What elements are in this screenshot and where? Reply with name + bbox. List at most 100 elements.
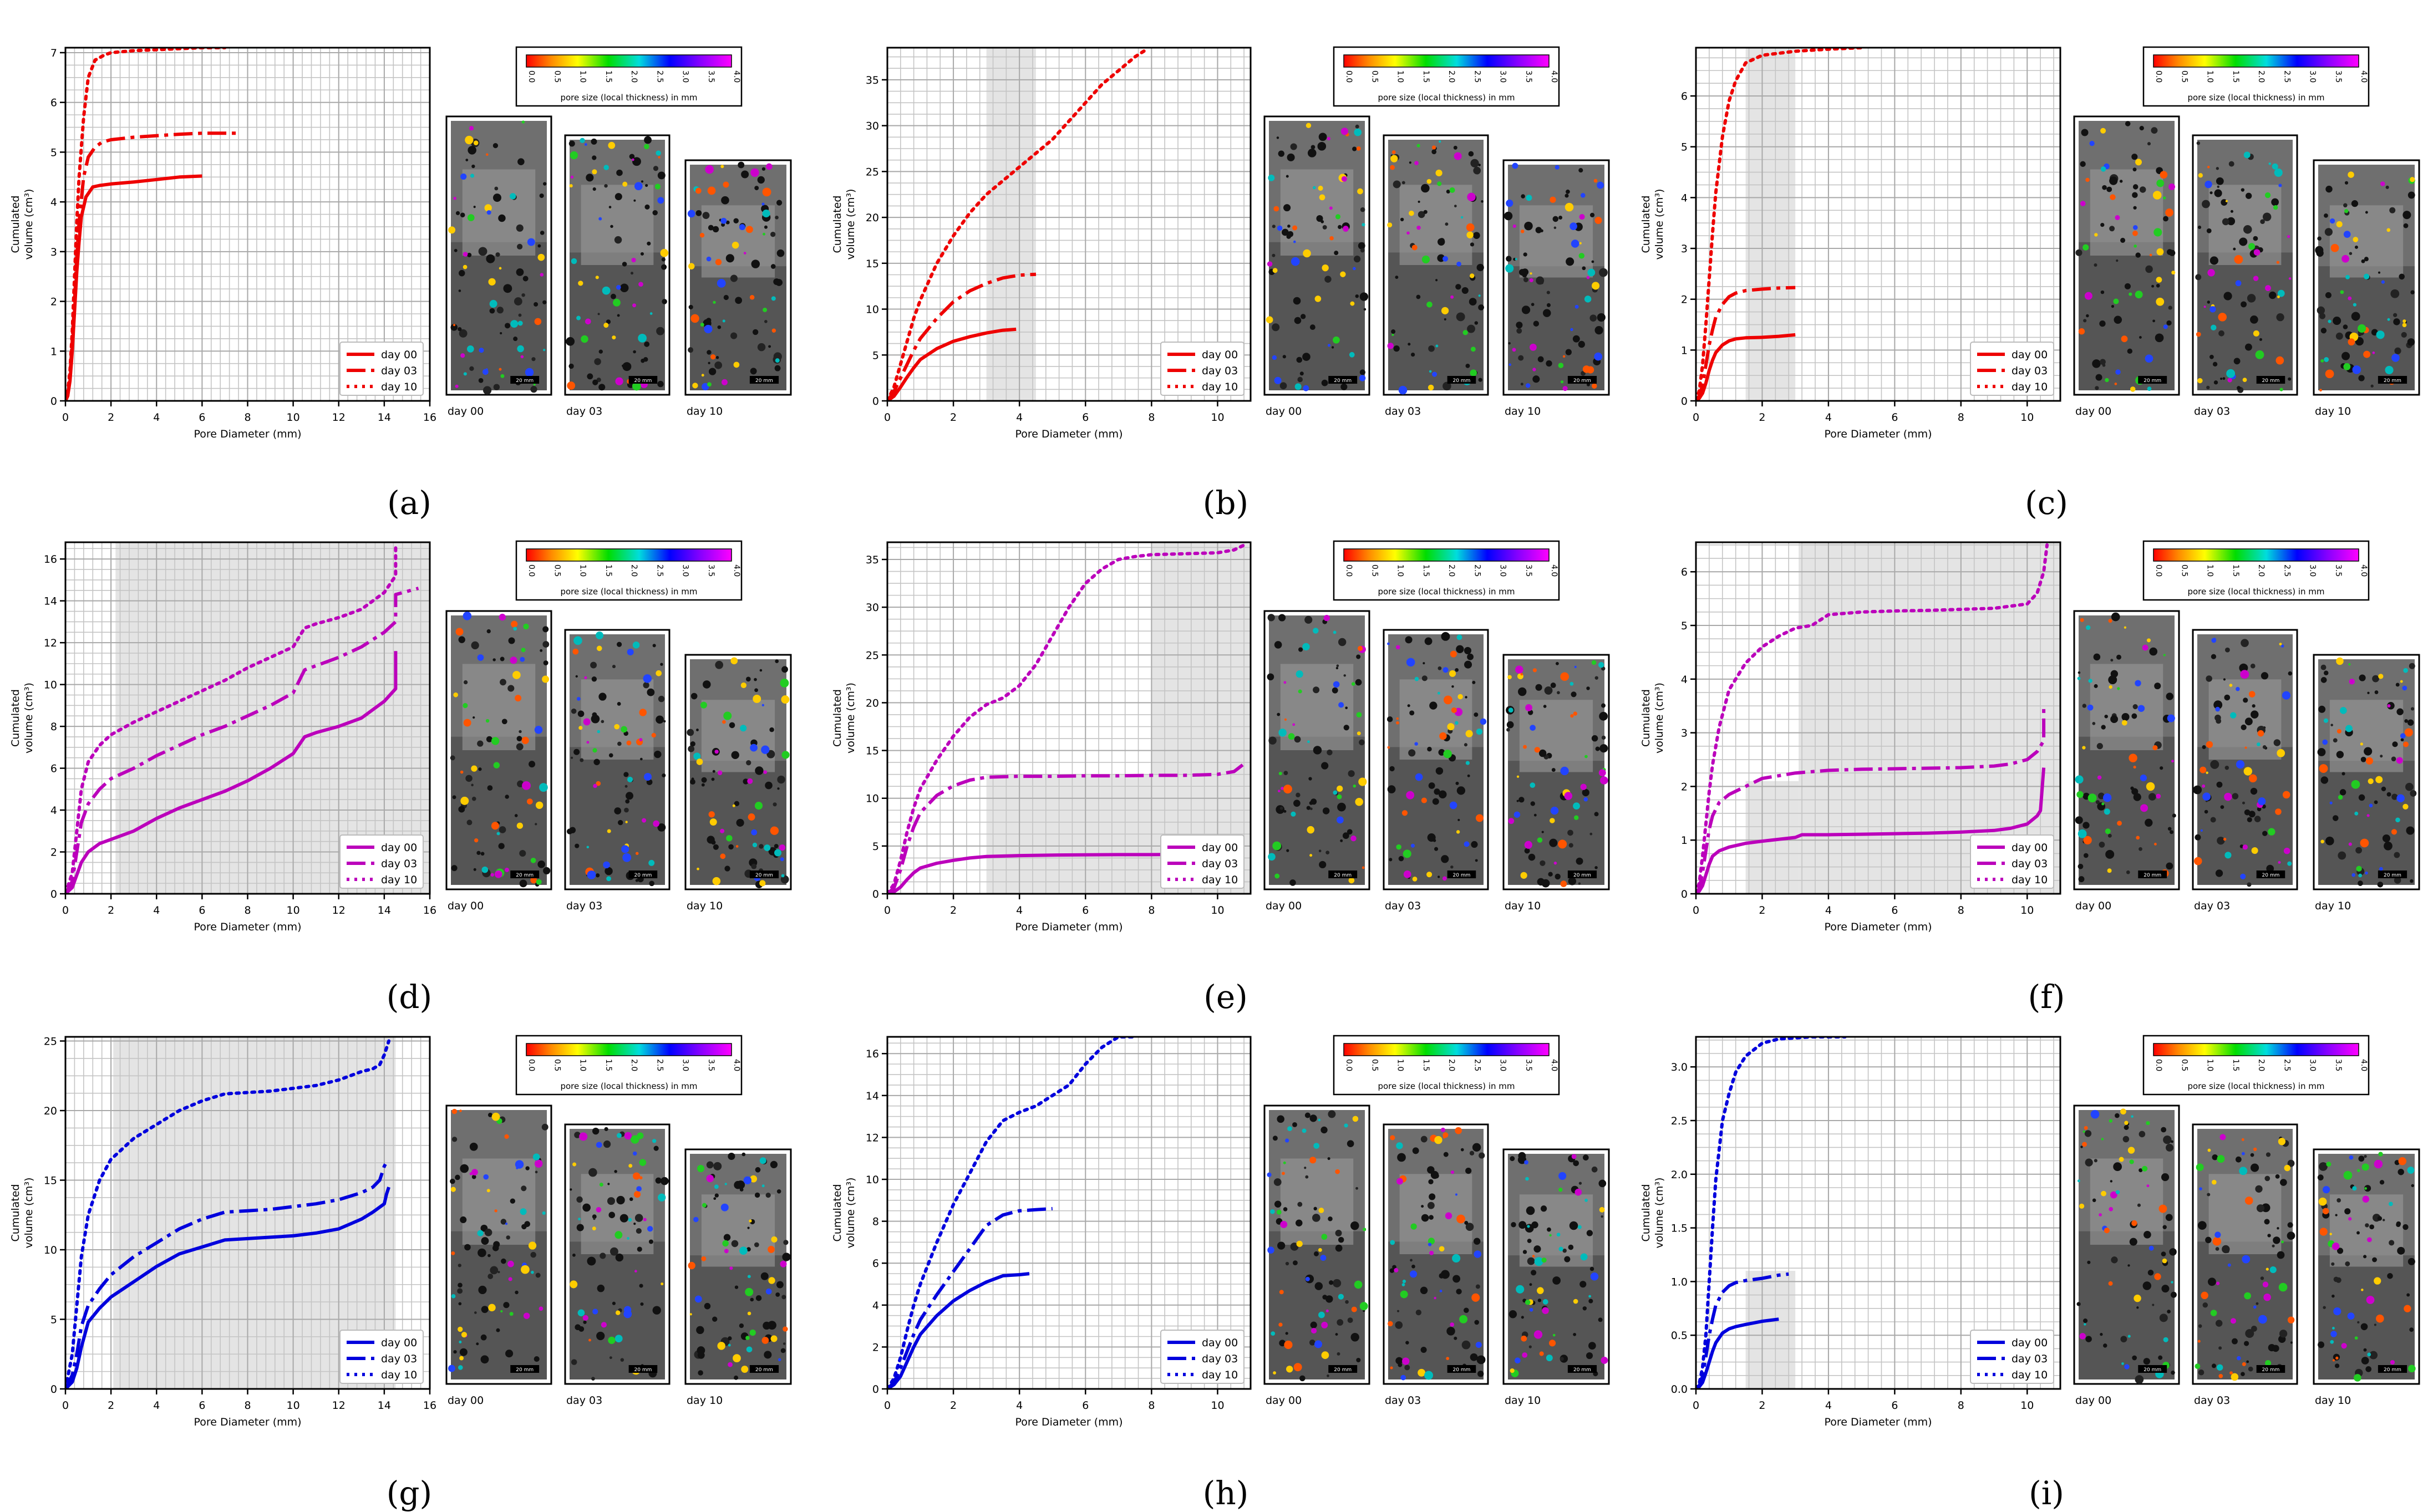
ct-pore	[1345, 1300, 1349, 1304]
ct-pore	[1546, 360, 1552, 367]
ct-pore	[2132, 167, 2137, 172]
ct-pore	[2171, 1140, 2173, 1143]
ct-pore	[1311, 145, 1315, 150]
ct-pore	[773, 802, 777, 807]
ct-pore	[1450, 1322, 1455, 1327]
ct-pore	[614, 1170, 617, 1173]
ct-pore	[1469, 273, 1475, 278]
ct-pore	[1546, 303, 1551, 307]
ct-pore	[2115, 369, 2121, 375]
ct-pore	[2339, 789, 2346, 796]
y-tick-label: 6	[50, 763, 57, 775]
ct-pore	[2386, 228, 2391, 232]
ct-pore	[1390, 1240, 1395, 1245]
ct-pore	[501, 1258, 506, 1264]
ct-pore	[1523, 252, 1527, 257]
ct-pore	[1401, 1283, 1405, 1286]
scale-bar	[2378, 870, 2407, 878]
ct-pore	[1309, 1339, 1315, 1346]
colorbar-tick-label: 2.0	[1447, 1059, 1456, 1071]
y-tick-label: 10	[866, 793, 879, 805]
ct-pore	[2351, 312, 2360, 321]
ct-pore	[662, 299, 667, 304]
ct-pore	[459, 1348, 468, 1356]
ct-pore	[540, 649, 543, 652]
ct-pore	[1284, 718, 1287, 721]
ct-pore	[618, 819, 623, 826]
ct-pore	[471, 783, 474, 787]
ct-pore	[2320, 359, 2324, 363]
ct-pore	[2354, 1374, 2361, 1382]
ct-pore	[614, 724, 620, 730]
ct-pore	[644, 341, 650, 347]
ct-pore	[2106, 186, 2112, 192]
ct-pore	[1359, 292, 1369, 301]
ct-pore	[599, 1183, 603, 1187]
colorbar-tick-label: 2.0	[629, 70, 638, 83]
ct-pore	[2265, 1360, 2272, 1366]
colorbar-tick-label: 0.0	[1344, 564, 1353, 577]
ct-pore	[2337, 1198, 2341, 1203]
x-tick-label: 4	[1825, 411, 1832, 424]
image-day-label: day 10	[687, 405, 723, 418]
ct-pore	[2218, 1373, 2223, 1378]
series-day-10	[65, 1039, 391, 1389]
ct-pore	[537, 860, 546, 868]
ct-pore	[2244, 1341, 2249, 1346]
ct-pore	[1267, 1172, 1272, 1177]
ct-pore	[731, 1240, 739, 1248]
ct-image: 20 mm	[564, 1123, 671, 1385]
ct-pore	[733, 218, 739, 223]
ct-pore	[518, 313, 522, 317]
x-axis-label: Pore Diameter (mm)	[194, 428, 301, 440]
ct-pore	[1560, 380, 1564, 384]
y-tick-label: 15	[866, 258, 879, 270]
ct-pore	[2403, 668, 2408, 673]
ct-pore	[2213, 638, 2216, 641]
scale-bar	[510, 376, 540, 384]
ct-pore	[1599, 744, 1608, 753]
ct-pore	[2078, 863, 2084, 869]
ct-pore	[1389, 1268, 1395, 1273]
ct-pore	[494, 1209, 497, 1213]
ct-pore	[1591, 660, 1597, 665]
x-tick-label: 2	[950, 904, 957, 917]
ct-pore	[763, 1321, 771, 1330]
ct-pore	[527, 238, 535, 246]
ct-pore	[1350, 1333, 1359, 1342]
ct-pore	[1327, 136, 1330, 141]
ct-pore	[1540, 860, 1546, 866]
ct-pore	[1525, 1177, 1529, 1181]
ct-pore	[496, 307, 504, 314]
ct-pore	[652, 644, 656, 648]
ct-pore	[2146, 638, 2151, 643]
ct-pore	[1266, 316, 1273, 324]
ct-pore	[592, 169, 597, 175]
ct-pore	[452, 795, 456, 800]
ct-pore	[1337, 816, 1344, 824]
ct-pore	[688, 304, 693, 310]
ct-pore	[2213, 700, 2223, 710]
ct-pore	[1521, 1335, 1527, 1342]
ct-pore	[2256, 1302, 2259, 1305]
ct-pore	[2206, 771, 2208, 775]
ct-pore	[2377, 882, 2384, 888]
ct-pore	[1283, 1207, 1288, 1211]
ct-pore	[1414, 742, 1418, 746]
ct-pore	[593, 758, 600, 766]
colorbar-gradient-bar	[526, 548, 732, 562]
ct-pore	[1335, 1169, 1340, 1174]
ct-image: 20 mm	[1502, 654, 1610, 890]
ct-pore	[2168, 183, 2175, 190]
ct-pore	[1474, 321, 1479, 325]
scale-bar-label: 20 mm	[1573, 378, 1591, 384]
ct-pore	[735, 297, 743, 304]
ct-pore	[2196, 141, 2200, 145]
ct-pore	[1390, 165, 1395, 170]
ct-pore	[2244, 1197, 2253, 1205]
ct-pore	[771, 328, 776, 333]
ct-pore	[1335, 1230, 1342, 1236]
ct-pore	[2402, 319, 2406, 323]
legend-label: day 03	[2012, 858, 2048, 870]
